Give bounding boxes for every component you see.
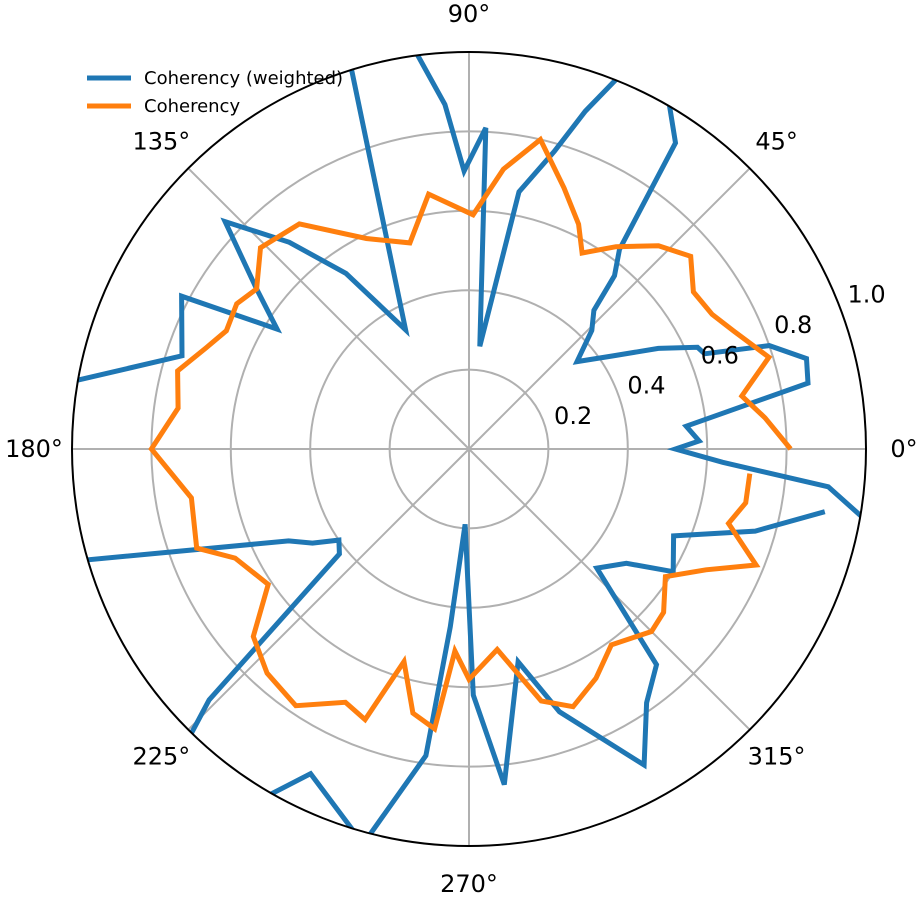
angle-tick-label: 225° (133, 743, 191, 771)
series-lines (72, 52, 866, 846)
radial-tick-label: 0.2 (554, 402, 592, 430)
legend-label-coherency: Coherency (144, 96, 240, 117)
series-line-coherency (148, 135, 793, 733)
angle-tick-label: 270° (440, 870, 498, 898)
legend: Coherency (weighted) Coherency (87, 68, 343, 117)
legend-label-weighted: Coherency (weighted) (144, 68, 343, 89)
radial-tick-label: 0.6 (701, 341, 739, 369)
series-line-coherency-weighted (72, 52, 866, 846)
angular-gridline (187, 167, 470, 450)
angular-gridline (468, 167, 751, 450)
angle-tick-label: 135° (133, 127, 191, 155)
angle-tick-label: 0° (890, 435, 917, 463)
radial-tick-label: 1.0 (847, 281, 885, 309)
angle-tick-label: 45° (755, 127, 798, 155)
radial-tick-label: 0.8 (774, 311, 812, 339)
polar-frame (71, 51, 867, 847)
tick-labels: 0° 45° 90° 135° 180° 225° 270° 315° 0.2 0.4 0.6 0.8… (5, 0, 918, 898)
radial-tick-label: 0.4 (627, 372, 665, 400)
angle-tick-label: 180° (5, 435, 63, 463)
angle-tick-label: 90° (448, 0, 491, 28)
angle-tick-label: 315° (748, 743, 806, 771)
angular-gridline (187, 448, 470, 731)
polar-grid (72, 52, 866, 846)
